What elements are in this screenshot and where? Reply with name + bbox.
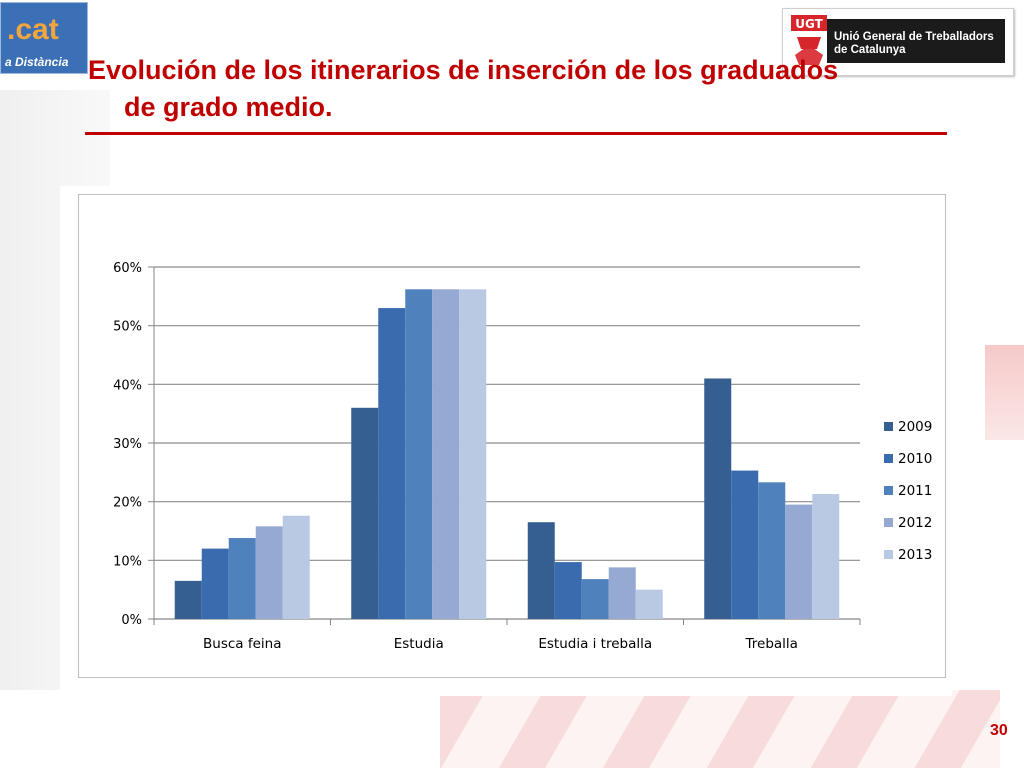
cat-logo: .cat a Distància <box>0 2 88 74</box>
slide-title: Evolución de los itinerarios de inserció… <box>88 52 918 126</box>
y-tick-label: 50% <box>113 320 142 335</box>
background-decoration-right <box>985 345 1024 440</box>
bar <box>731 470 759 619</box>
cat-logo-text: .cat <box>7 13 59 46</box>
bar <box>581 579 609 619</box>
bar <box>282 515 310 619</box>
bar <box>378 308 406 619</box>
legend-swatch <box>884 454 893 463</box>
bar-chart: 0% 10% 20% 30% 40% 50% 60% Busca feina Estudia Es… <box>113 261 932 652</box>
legend-swatch <box>884 550 893 559</box>
bar <box>255 526 283 619</box>
legend-label: 2013 <box>898 547 932 563</box>
bar <box>174 580 202 619</box>
bar <box>635 589 663 619</box>
y-tick-label: 40% <box>113 378 142 393</box>
ugt-name-line2: de Catalunya <box>834 44 906 56</box>
chart-area: 0% 10% 20% 30% 40% 50% 60% Busca feina Estudia Es… <box>78 194 946 678</box>
y-tick-label: 10% <box>113 554 142 569</box>
background-decoration-bottom <box>440 690 1000 768</box>
bar <box>201 548 229 619</box>
cat-logo-subtext: a Distància <box>5 55 69 69</box>
y-tick-label: 30% <box>113 437 142 452</box>
legend-label: 2012 <box>898 515 932 531</box>
bar <box>758 482 786 619</box>
title-underline <box>85 132 947 135</box>
bar <box>785 504 813 619</box>
y-tick-label: 0% <box>121 613 142 628</box>
bar <box>228 538 256 619</box>
bar <box>812 494 840 619</box>
slide-title-line1: Evolución de los itinerarios de inserció… <box>88 55 839 85</box>
legend-label: 2009 <box>898 419 932 435</box>
bar <box>527 522 555 619</box>
x-tick-label: Estudia <box>394 636 444 652</box>
bar <box>704 378 732 619</box>
y-tick-label: 60% <box>113 261 142 276</box>
page-number: 30 <box>990 722 1008 739</box>
legend-swatch <box>884 422 893 431</box>
bar <box>459 289 487 619</box>
x-tick-label: Busca feina <box>203 636 281 652</box>
legend-swatch <box>884 518 893 527</box>
bar <box>432 289 460 619</box>
legend-swatch <box>884 486 893 495</box>
bar <box>608 567 636 619</box>
ugt-name-line1: Unió General de Treballadors <box>834 31 994 43</box>
x-tick-label: Treballa <box>745 636 798 652</box>
bar <box>351 407 379 619</box>
ugt-logo: UGT Unió General de Treballadors de Cata… <box>782 8 1014 76</box>
ugt-mark-text: UGT <box>795 17 823 31</box>
bar <box>405 289 433 619</box>
bar <box>554 562 582 619</box>
legend-label: 2010 <box>898 451 932 467</box>
y-tick-label: 20% <box>113 496 142 511</box>
x-tick-label: Estudia i treballa <box>538 636 652 652</box>
ugt-name-block: Unió General de Treballadors de Cataluny… <box>827 19 1005 63</box>
ugt-emblem-icon: UGT <box>791 15 827 65</box>
legend-label: 2011 <box>898 483 932 499</box>
slide-title-line2: de grado medio. <box>124 92 333 122</box>
